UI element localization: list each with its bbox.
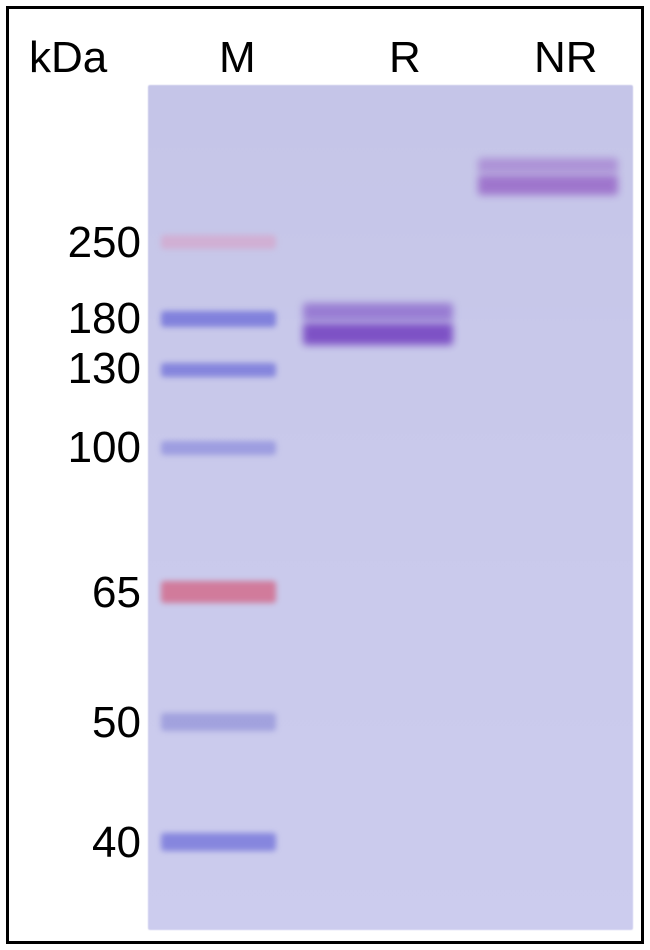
gel-frame: kDa M R NR 250 180 130 100 65 50 40 [6,6,644,944]
marker-band-4 [161,581,276,603]
mw-130: 130 [68,344,141,394]
sample-band-NR-1 [478,175,618,195]
mw-180: 180 [68,294,141,344]
sample-band-NR-0 [478,158,618,173]
lane-label-M: M [219,33,256,83]
marker-band-5 [161,713,276,731]
marker-band-6 [161,833,276,851]
sample-band-R-0 [303,303,453,321]
mw-65: 65 [92,568,141,618]
mw-100: 100 [68,423,141,473]
mw-40: 40 [92,818,141,868]
marker-band-1 [161,311,276,327]
lane-label-R: R [389,33,421,83]
marker-band-0 [161,235,276,249]
mw-50: 50 [92,698,141,748]
gel-membrane [148,85,633,930]
marker-band-3 [161,441,276,455]
molecular-weight-labels: 250 180 130 100 65 50 40 [9,9,149,941]
lane-label-NR: NR [534,33,598,83]
marker-band-2 [161,363,276,377]
mw-250: 250 [68,218,141,268]
sample-band-R-1 [303,323,453,345]
